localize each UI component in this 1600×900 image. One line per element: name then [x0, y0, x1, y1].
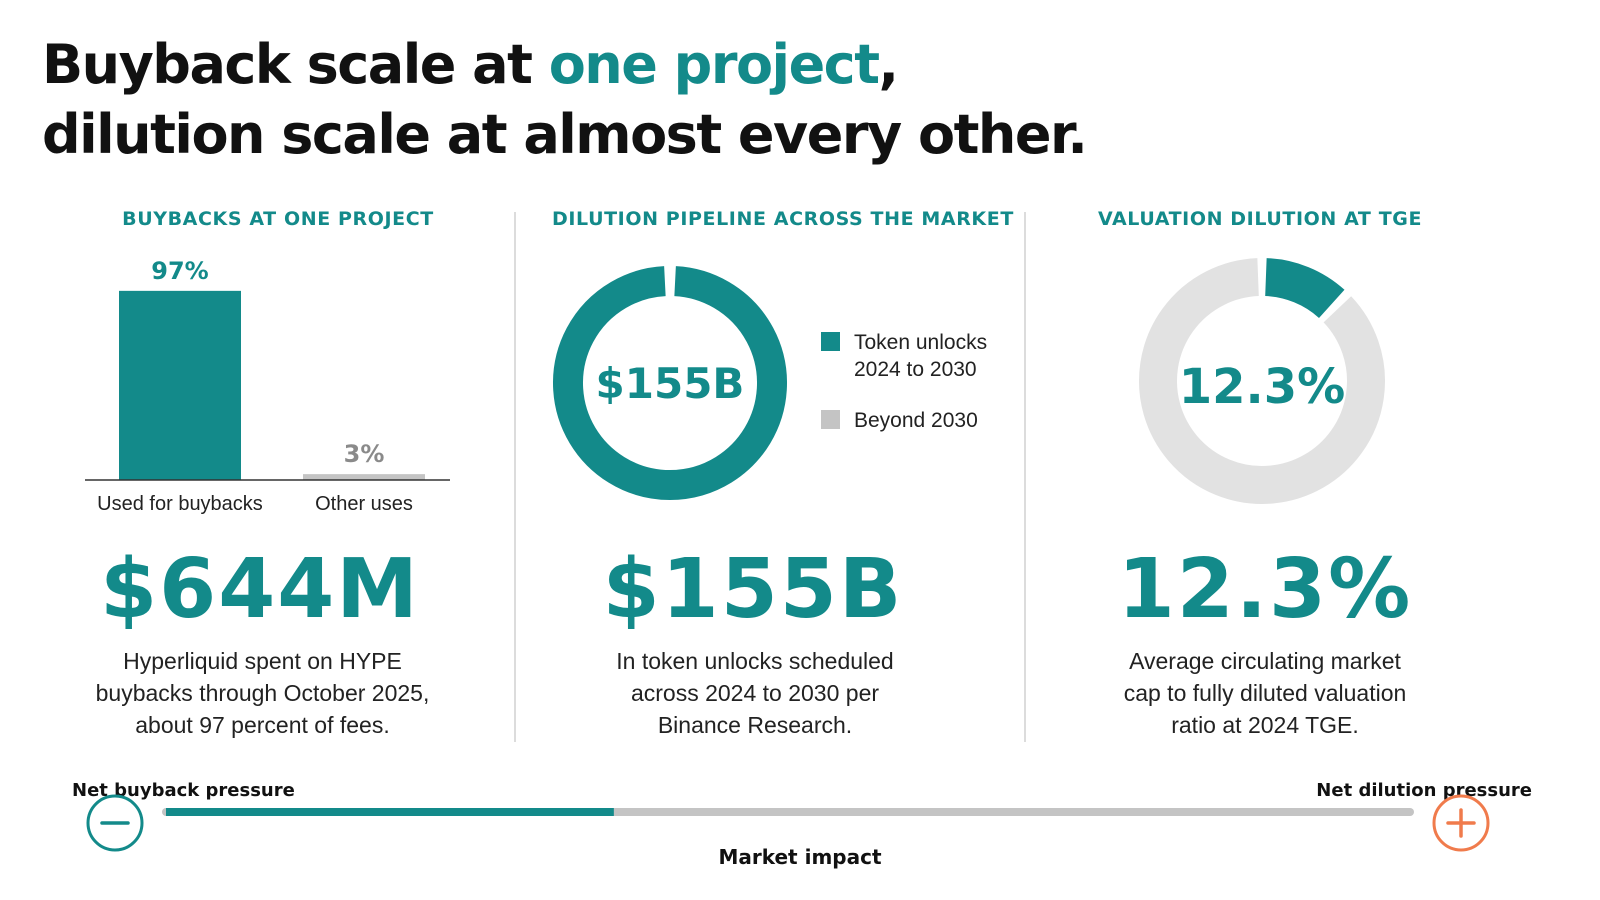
headline-line-1: Buyback scale at one project,: [42, 30, 1242, 100]
dilution-panel-title: DILUTION PIPELINE ACROSS THE MARKET: [552, 208, 1014, 230]
net-dilution-pressure-label: Net dilution pressure: [1316, 780, 1532, 801]
headline-prefix: Buyback scale at: [42, 33, 549, 96]
valuation-slice-0: [1264, 258, 1345, 319]
unlocks-donut-chart: $155B Token unlocks 2024 to 2030 Beyond 203…: [553, 266, 987, 500]
buyback-bar-chart: 97% Used for buybacks 3% Other uses: [85, 257, 450, 515]
unlocks-slice-0: [553, 266, 787, 500]
legend-label: Beyond 2030: [854, 409, 978, 432]
valuation-donut-chart: 12.3%: [1139, 258, 1385, 504]
panel-divider-1: [514, 212, 516, 742]
market-impact-label: Market impact: [718, 845, 882, 869]
legend-label: Token unlocks: [854, 331, 987, 354]
valuation-big-stat: 12.3%: [1117, 542, 1413, 637]
bar-category-label: Used for buybacks: [97, 493, 263, 515]
bar-category-label: Other uses: [315, 493, 413, 515]
dilution-caption: In token unlocks scheduled across 2024 t…: [616, 648, 894, 738]
valuation-caption: Average circulating market cap to fully …: [1123, 648, 1407, 738]
dilution-big-stat: $155B: [602, 542, 904, 637]
valuation-center-label: 12.3%: [1179, 359, 1346, 415]
headline-line-2: dilution scale at almost every other.: [42, 103, 1088, 166]
valuation-slice-1: [1139, 258, 1385, 504]
bar-data-label: 3%: [344, 440, 385, 468]
legend-swatch: [821, 410, 840, 429]
buybacks-big-stat: $644M: [100, 542, 420, 637]
legend-label: 2024 to 2030: [854, 358, 977, 381]
valuation-panel-title: VALUATION DILUTION AT TGE: [1097, 208, 1423, 230]
net-buyback-pressure-label: Net buyback pressure: [72, 780, 295, 801]
buybacks-caption: Hyperliquid spent on HYPE buybacks throu…: [95, 648, 430, 738]
legend-swatch: [821, 332, 840, 351]
headline-suffix: ,: [878, 33, 900, 96]
headline-accent: one project: [548, 33, 880, 96]
bar-data-label: 97%: [151, 257, 208, 285]
bar-used-for-buybacks: [119, 290, 241, 480]
panel-divider-2: [1024, 212, 1026, 742]
bar-other-uses: [303, 474, 425, 480]
buybacks-panel-title: BUYBACKS AT ONE PROJECT: [122, 208, 434, 230]
market-impact-scale: [86, 794, 1490, 852]
headline: Buyback scale at one project, dilution s…: [42, 30, 1242, 170]
unlocks-center-label: $155B: [596, 359, 745, 408]
